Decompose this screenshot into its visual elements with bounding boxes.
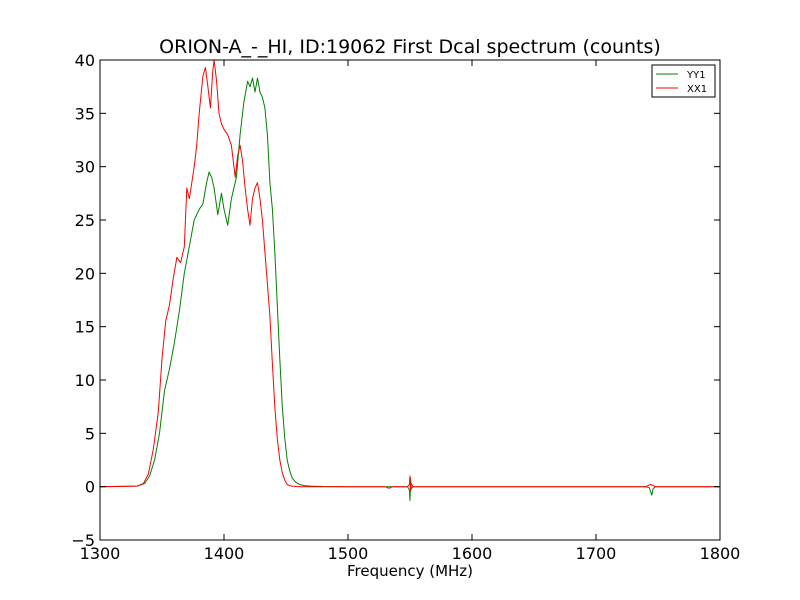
y-tick-label: 20 [75,264,95,283]
x-tick-label: 1800 [700,544,741,563]
y-tick-label: 5 [85,424,95,443]
legend-label-yy1: YY1 [686,70,706,81]
ticks-layer: 1300 1400 1500 1600 1700 1800 −5 0 5 10 15 20 25 30 35… [71,51,740,563]
y-tick-label: 35 [75,104,95,123]
y-tick-label: 15 [75,318,95,337]
y-tick-label: 30 [75,158,95,177]
chart-title: ORION-A_-_HI, ID:19062 First Dcal spectr… [159,36,661,58]
series-layer [99,59,720,501]
series-line-xx1 [99,59,720,492]
x-tick-label: 1400 [204,544,245,563]
plot-area [99,59,721,541]
x-tick-label: 1300 [80,544,121,563]
series-line-yy1 [99,77,720,501]
x-tick-label: 1700 [576,544,617,563]
x-tick-label: 1600 [452,544,493,563]
y-tick-label: 25 [75,211,95,230]
y-tick-label: 0 [85,478,95,497]
legend-box [651,64,716,98]
plot-background [100,60,720,540]
legend-label-xx1: XX1 [687,84,707,95]
x-axis-label: Frequency (MHz) [347,562,473,580]
plot-frame [99,59,721,541]
x-tick-label: 1500 [328,544,369,563]
y-tick-label: −5 [71,531,95,550]
y-tick-label: 40 [75,51,95,70]
y-tick-label: 10 [75,371,95,390]
